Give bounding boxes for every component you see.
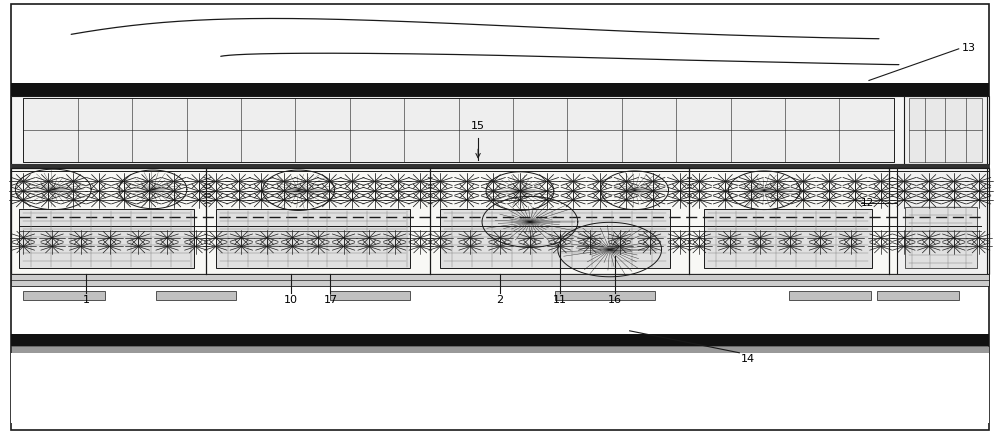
Bar — [11, 96, 989, 164]
Bar — [11, 334, 989, 346]
Bar — [11, 168, 989, 274]
Bar — [904, 96, 987, 164]
Text: 14: 14 — [741, 354, 755, 364]
Bar — [789, 291, 871, 300]
Text: 12: 12 — [861, 198, 874, 209]
Text: 1: 1 — [83, 295, 90, 305]
Bar — [905, 207, 977, 268]
Text: 15: 15 — [471, 121, 485, 131]
Bar — [555, 291, 655, 300]
Text: 11: 11 — [553, 295, 567, 305]
Bar — [11, 164, 989, 169]
Bar — [156, 291, 236, 300]
Text: 10: 10 — [284, 295, 298, 305]
Bar — [877, 291, 959, 300]
Bar — [11, 274, 989, 286]
Bar — [23, 98, 894, 162]
Text: 2: 2 — [496, 295, 504, 305]
Bar — [216, 209, 410, 268]
Bar — [23, 98, 894, 162]
Bar — [11, 346, 989, 353]
Bar — [19, 209, 194, 268]
Bar — [23, 291, 105, 300]
Bar — [440, 209, 670, 268]
Text: 17: 17 — [323, 295, 338, 305]
Bar — [11, 83, 989, 96]
Bar — [11, 353, 989, 423]
Bar — [330, 291, 410, 300]
Bar — [704, 209, 872, 268]
Bar — [897, 168, 987, 274]
Text: 13: 13 — [962, 42, 976, 53]
Bar — [11, 169, 989, 171]
Bar — [909, 98, 982, 162]
Text: 16: 16 — [608, 295, 622, 305]
